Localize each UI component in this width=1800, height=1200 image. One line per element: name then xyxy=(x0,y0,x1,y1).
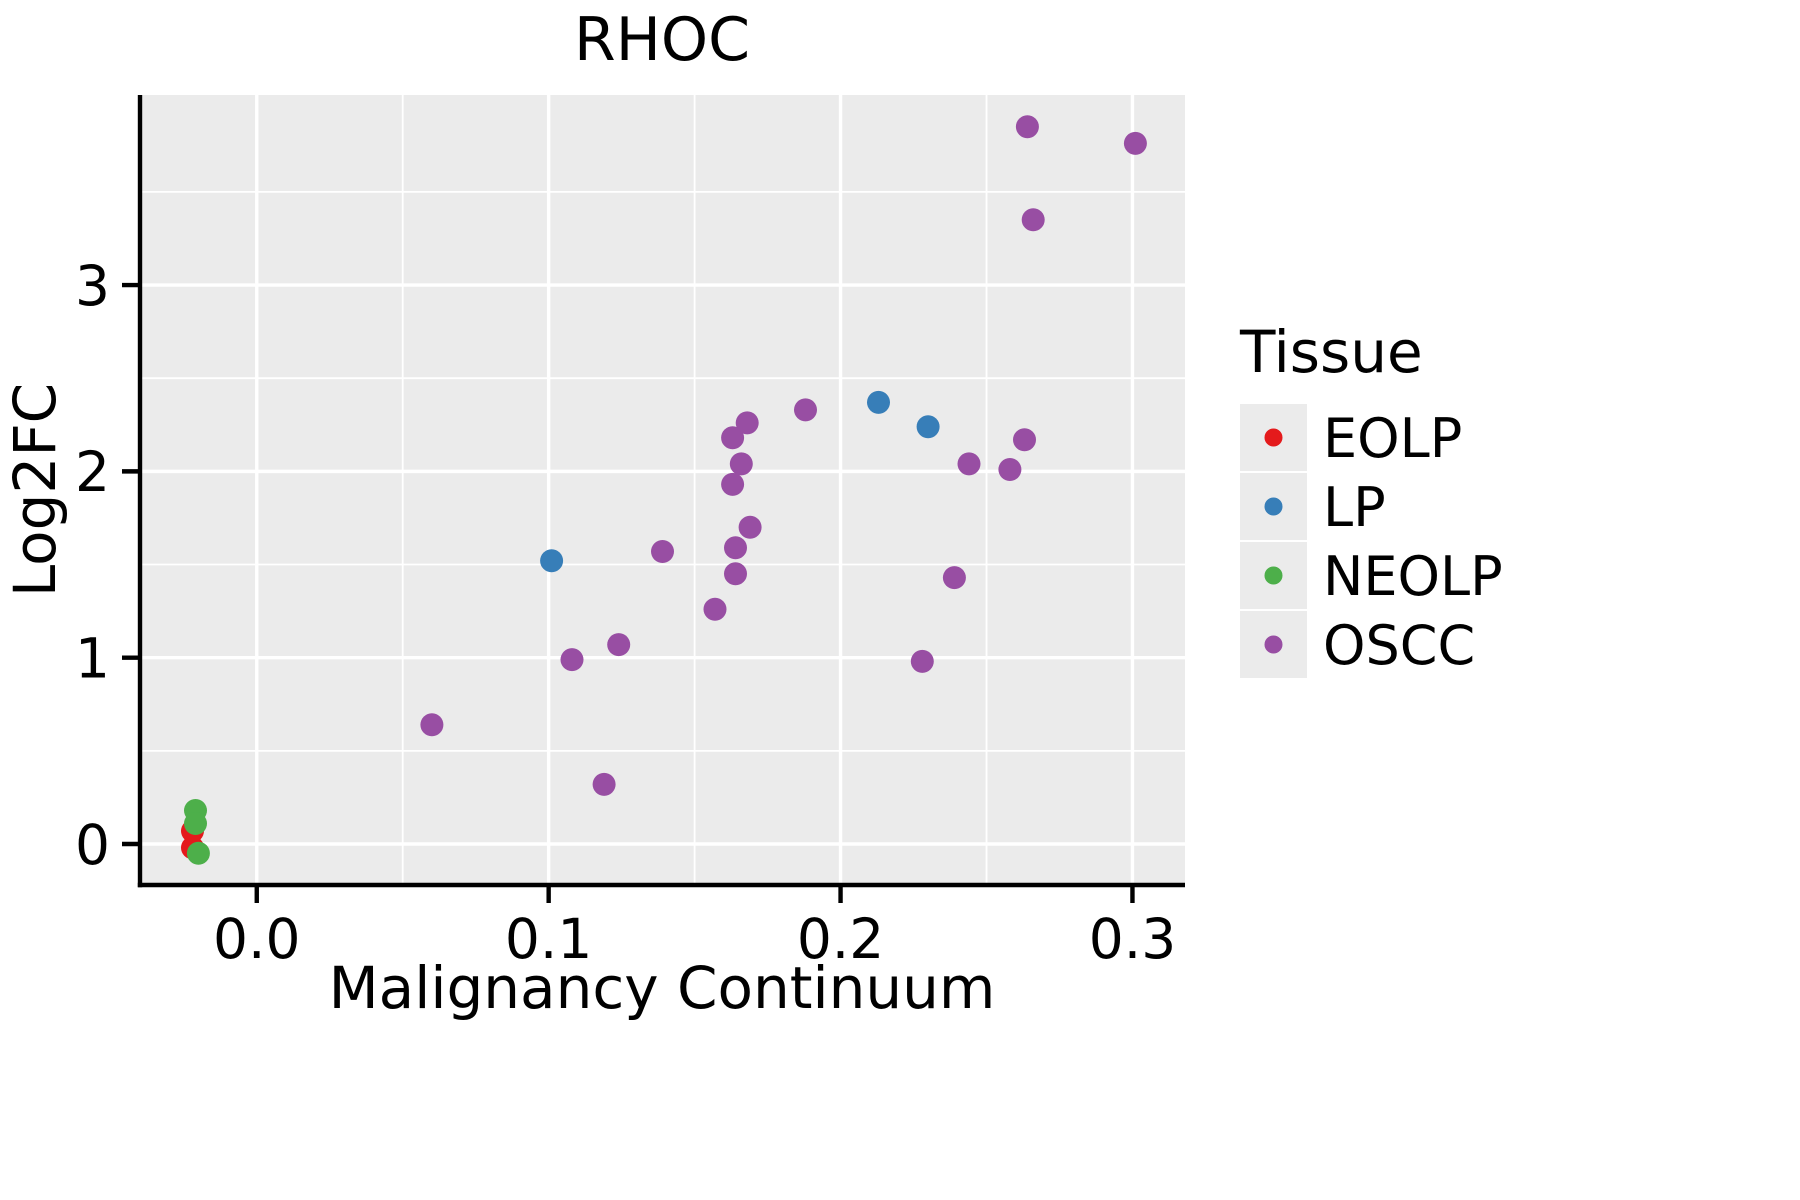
data-point-oscc xyxy=(703,597,727,621)
legend-title: Tissue xyxy=(1239,318,1423,386)
data-point-oscc xyxy=(724,536,747,560)
y-tick-label: 2 xyxy=(75,440,110,504)
x-tick-label: 0.3 xyxy=(1089,907,1176,971)
data-point-neolp xyxy=(184,812,207,835)
data-points xyxy=(181,115,1147,865)
x-axis-label: Malignancy Continuum xyxy=(329,954,996,1022)
legend-dot-oscc xyxy=(1264,635,1283,654)
data-point-oscc xyxy=(957,452,981,476)
y-tick-label: 1 xyxy=(75,626,110,690)
legend-label-lp: LP xyxy=(1323,476,1386,539)
data-point-oscc xyxy=(942,566,966,590)
data-point-neolp xyxy=(186,841,210,865)
chart-title: RHOC xyxy=(574,5,750,75)
data-point-oscc xyxy=(1013,428,1036,452)
x-tick-label: 0.1 xyxy=(505,907,592,971)
data-point-oscc xyxy=(1015,115,1039,139)
data-point-oscc xyxy=(729,452,753,476)
data-point-oscc xyxy=(910,649,934,673)
data-point-oscc xyxy=(607,633,631,657)
data-point-oscc xyxy=(724,562,747,586)
axes xyxy=(137,95,1185,888)
data-point-oscc xyxy=(721,426,745,450)
data-point-oscc xyxy=(735,411,759,435)
data-point-oscc xyxy=(651,540,674,563)
grid-minor xyxy=(140,95,1185,885)
data-point-oscc xyxy=(721,472,745,496)
y-ticks: 0 1 2 3 xyxy=(75,254,140,877)
data-point-oscc xyxy=(738,515,762,539)
legend-dot-lp xyxy=(1264,497,1283,516)
grid-major xyxy=(140,95,1185,885)
legend-dot-neolp xyxy=(1264,566,1283,585)
data-point-lp xyxy=(867,390,890,414)
x-tick-label: 0.0 xyxy=(213,907,300,971)
legend-label-neolp: NEOLP xyxy=(1323,545,1503,608)
data-point-oscc xyxy=(560,648,584,672)
data-point-lp xyxy=(916,415,940,439)
data-point-oscc xyxy=(998,458,1022,481)
legend-dot-eolp xyxy=(1264,428,1283,447)
data-point-oscc xyxy=(1123,131,1147,155)
data-point-oscc xyxy=(1021,208,1045,232)
legend-label-oscc: OSCC xyxy=(1323,614,1475,677)
data-point-oscc xyxy=(592,772,616,796)
legend-label-eolp: EOLP xyxy=(1323,407,1462,470)
y-tick-label: 0 xyxy=(75,813,110,877)
x-tick-label: 0.2 xyxy=(797,907,884,971)
data-point-oscc xyxy=(420,713,444,737)
x-ticks: 0.0 0.1 0.2 0.3 xyxy=(213,885,1176,971)
y-axis-label: Log2FC xyxy=(1,383,69,597)
plot-panel xyxy=(140,95,1185,885)
data-point-lp xyxy=(540,549,564,573)
y-tick-label: 3 xyxy=(75,254,110,318)
data-point-oscc xyxy=(794,398,817,422)
